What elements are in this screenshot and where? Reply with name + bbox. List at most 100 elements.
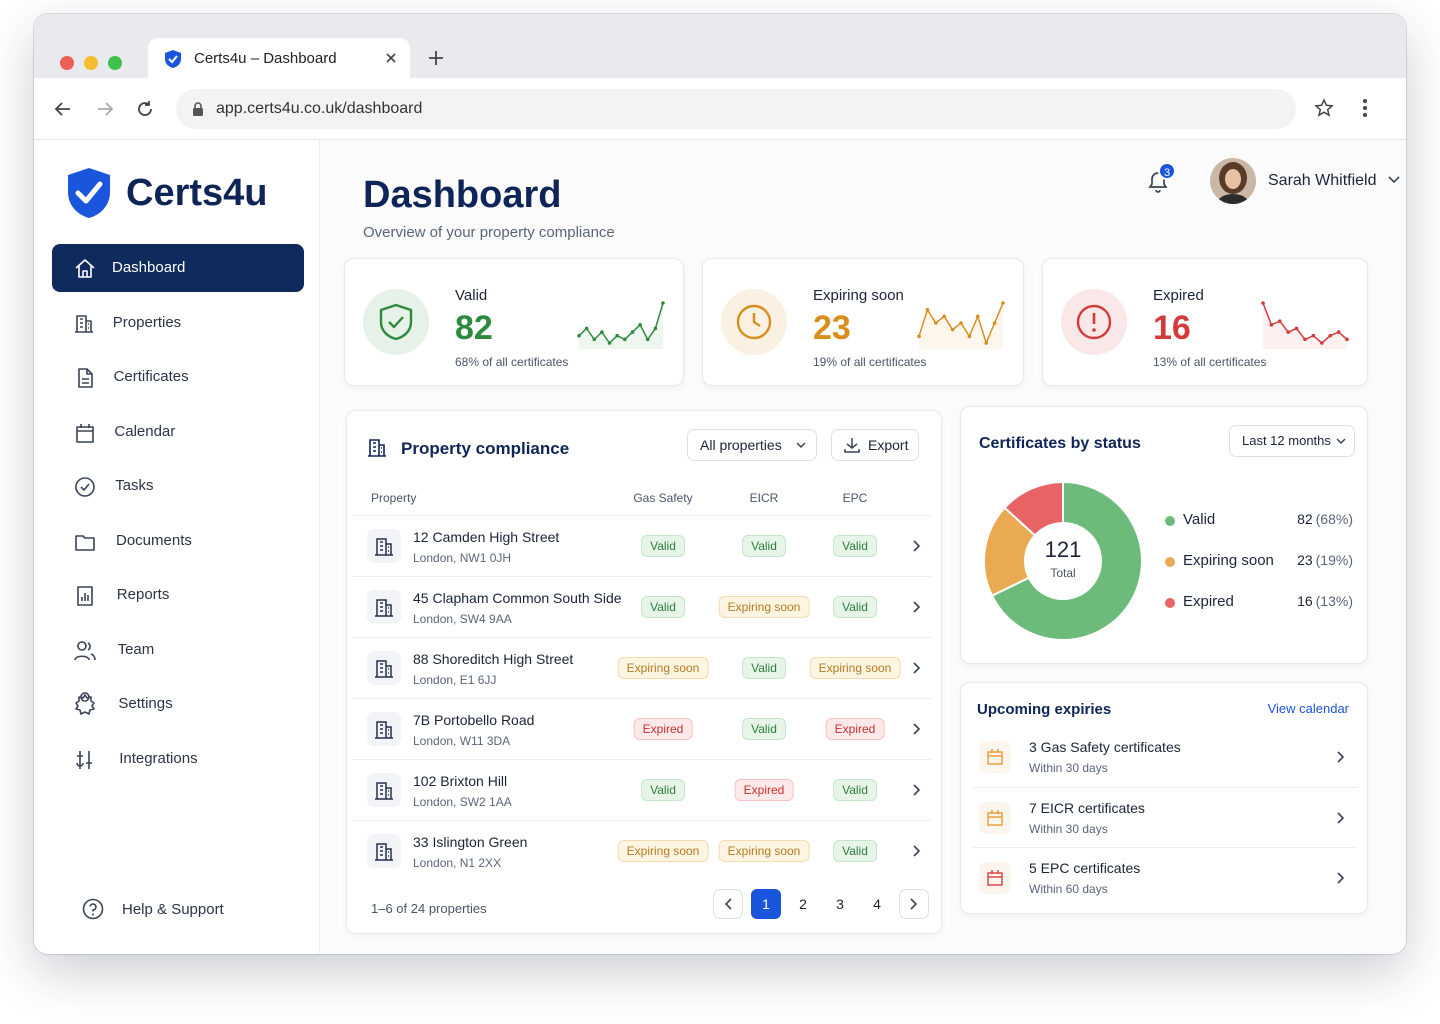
status-badge: Valid [742, 657, 786, 679]
column-header: Property [371, 491, 417, 505]
browser-tab[interactable]: Certs4u – Dashboard [148, 38, 410, 78]
calendar-icon [987, 810, 1003, 826]
row-icon [367, 712, 401, 746]
status-badge: Expiring soon [718, 596, 810, 618]
page-number[interactable]: 2 [799, 896, 807, 912]
view-calendar-link[interactable]: View calendar [1267, 701, 1349, 716]
close-dot[interactable] [60, 56, 74, 70]
sparkline-point [1336, 330, 1341, 334]
property-address: London, N1 2XX [413, 856, 502, 870]
table-row[interactable]: 12 Camden High Street London, NW1 0JH Vali… [351, 515, 931, 576]
table-row[interactable]: 102 Brixton Hill London, SW2 1AA Valid Expi… [351, 759, 931, 820]
property-address: London, W11 3DA [413, 734, 511, 748]
help-link[interactable]: Help & Support [122, 901, 224, 918]
nav-item[interactable]: Tasks [52, 462, 304, 510]
maximize-dot[interactable] [108, 56, 122, 70]
status-badge: Valid [641, 779, 685, 801]
nav-label: Team [117, 640, 155, 658]
page-number[interactable]: 1 [751, 889, 781, 919]
expiry-item[interactable]: 3 Gas Safety certificates Within 30 days [973, 727, 1357, 787]
sparkline-area [919, 303, 1003, 349]
stat-value: 23 [813, 309, 851, 347]
stat-note: 68% of all certificates [455, 355, 569, 369]
export-icon [844, 438, 860, 453]
expiry-item[interactable]: 5 EPC certificates Within 60 days [973, 847, 1357, 907]
export-label: Export [868, 437, 909, 453]
donut-total: 121 [1045, 537, 1082, 562]
property-filter[interactable]: All properties [687, 429, 817, 461]
row-icon [367, 834, 401, 868]
back-button[interactable] [54, 100, 72, 118]
sparkline [917, 301, 1005, 349]
expiry-item[interactable]: 7 EICR certificates Within 30 days [973, 787, 1357, 847]
panel-title: Property compliance [401, 439, 570, 458]
forward-button[interactable] [96, 100, 114, 118]
filter-chevron [796, 442, 806, 449]
table-row[interactable]: 45 Clapham Common South Side London, SW4 … [351, 576, 931, 637]
nav-item[interactable]: Integrations [52, 735, 304, 783]
building-icon [375, 538, 393, 556]
sparkline-point [577, 333, 581, 338]
nav-label: Certificates [113, 368, 189, 385]
page-number[interactable]: 4 [873, 896, 881, 912]
tab-icon [165, 50, 181, 68]
status-badge: Expiring soon [617, 840, 709, 862]
compliance-panel: Property compliance All properties Export P… [346, 410, 942, 934]
nav-item[interactable]: Settings [52, 680, 304, 728]
avatar[interactable] [1210, 158, 1256, 204]
user-menu-chevron[interactable] [1388, 176, 1400, 184]
expiry-icon [979, 741, 1011, 773]
table-row[interactable]: 7B Portobello Road London, W11 3DA Expired… [351, 698, 931, 759]
page-arrow[interactable] [713, 889, 743, 919]
stat-icon [1061, 289, 1127, 355]
table-row[interactable]: 33 Islington Green London, N1 2XX Expiring… [351, 820, 931, 881]
main: Dashboard Overview of your property comp… [320, 140, 1406, 954]
browser-menu[interactable] [1362, 98, 1368, 118]
row-icon [367, 529, 401, 563]
page-number[interactable]: 3 [836, 896, 844, 912]
calendar-icon [987, 870, 1003, 886]
property-address: London, SW2 1AA [413, 795, 512, 809]
sparkline-point [1294, 326, 1299, 331]
period-select[interactable]: Last 12 months [1229, 425, 1355, 457]
legend-value: 82 [1297, 511, 1313, 527]
reload-button[interactable] [136, 100, 154, 118]
tab-close[interactable] [386, 53, 396, 63]
page-arrow[interactable] [899, 889, 929, 919]
stat-icon [363, 289, 429, 355]
expiry-due: Within 30 days [1029, 761, 1108, 775]
address-row: app.certs4u.co.uk/dashboard [34, 78, 1406, 140]
nav-item[interactable]: Dashboard [52, 244, 304, 292]
column-header: Gas Safety [633, 491, 693, 505]
url: app.certs4u.co.uk/dashboard [216, 100, 423, 117]
legend-percent: (13%) [1315, 593, 1353, 609]
nav-icon [78, 368, 93, 388]
export-button[interactable]: Export [831, 429, 919, 461]
nav-label: Dashboard [112, 259, 186, 276]
nav-item[interactable]: Properties [52, 299, 304, 347]
sparkline-point [623, 337, 627, 342]
user-name[interactable]: Sarah Whitfield [1268, 172, 1377, 189]
address-bar[interactable]: app.certs4u.co.uk/dashboard [176, 89, 1296, 129]
status-badge: Valid [833, 535, 877, 557]
expiry-title: 5 EPC certificates [1029, 860, 1141, 876]
status-badge: Expired [633, 718, 693, 740]
nav-item[interactable]: Documents [52, 517, 304, 565]
help-icon [82, 898, 104, 920]
status-badge: Expiring soon [617, 657, 709, 679]
nav-item[interactable]: Calendar [52, 408, 304, 456]
table-row[interactable]: 88 Shoreditch High Street London, E1 6JJ E… [351, 637, 931, 698]
new-tab[interactable] [428, 50, 444, 66]
row-icon [367, 651, 401, 685]
sparkline-point [653, 326, 658, 331]
nav-item[interactable]: Reports [52, 571, 304, 619]
nav-label: Calendar [114, 422, 176, 440]
sparkline-point [950, 327, 955, 332]
nav-item[interactable]: Team [52, 626, 304, 674]
minimize-dot[interactable] [84, 56, 98, 70]
building-icon [375, 782, 393, 800]
property-name: 33 Islington Green [413, 834, 528, 850]
nav-item[interactable]: Certificates [52, 353, 304, 401]
tab-bar: Certs4u – Dashboard [34, 14, 1406, 78]
bookmark-star[interactable] [1314, 98, 1334, 118]
